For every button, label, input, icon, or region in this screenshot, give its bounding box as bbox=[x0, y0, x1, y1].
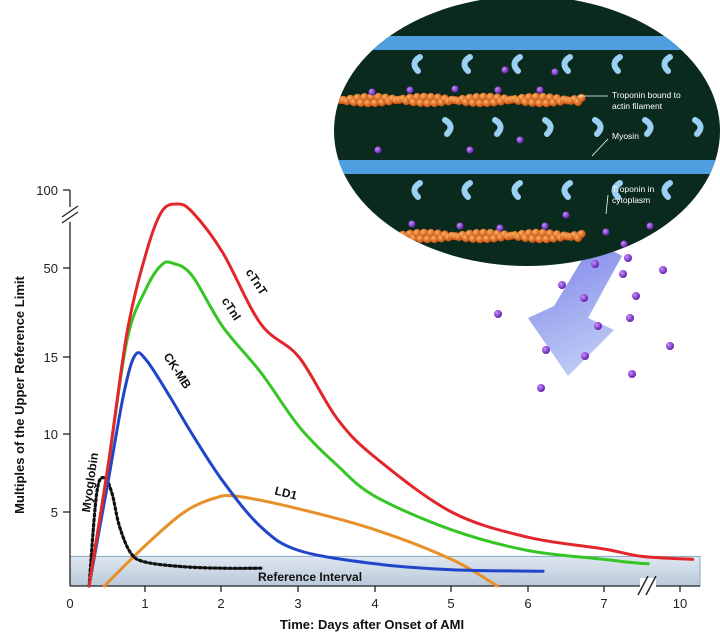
actin-bead bbox=[472, 229, 481, 238]
myosin-heads bbox=[411, 54, 704, 200]
y-tick-label-15: 15 bbox=[44, 350, 58, 365]
actin-bead bbox=[475, 235, 485, 244]
y-tick-label-50: 50 bbox=[44, 261, 58, 276]
actin-bead bbox=[531, 228, 541, 237]
label-myosin: Myosin bbox=[612, 131, 639, 141]
release-arrow bbox=[528, 240, 622, 376]
actin-bead bbox=[577, 93, 586, 103]
troponin-dots-inside bbox=[368, 66, 654, 248]
reference-interval-label: Reference Interval bbox=[258, 570, 362, 584]
actin-bead bbox=[482, 234, 492, 244]
actin-bead bbox=[391, 232, 401, 241]
actin-bead bbox=[388, 230, 397, 239]
actin-bead bbox=[384, 233, 394, 242]
actin-bead bbox=[363, 99, 373, 108]
x-tick-label-0: 0 bbox=[66, 596, 73, 611]
x-tick-label-1: 1 bbox=[141, 596, 148, 611]
series-line-ctnt bbox=[87, 202, 695, 588]
actin-bead bbox=[416, 234, 425, 243]
x-tick-label-7: 7 bbox=[600, 596, 607, 611]
actin-bead bbox=[528, 234, 537, 243]
actin-bead bbox=[475, 99, 485, 108]
x-tick-label-5: 5 bbox=[447, 596, 454, 611]
series-label-ld1: LD1 bbox=[273, 484, 299, 503]
y-tick-label-5: 5 bbox=[51, 505, 58, 520]
actin-bead bbox=[538, 228, 548, 237]
actin-bead bbox=[423, 235, 432, 244]
actin-bead bbox=[335, 231, 345, 241]
x-tick-label-10: 10 bbox=[673, 596, 687, 611]
actin-bead bbox=[360, 229, 369, 238]
actin-bead bbox=[349, 234, 359, 243]
actin-bead bbox=[381, 229, 390, 238]
actin-bead bbox=[482, 98, 492, 108]
actin-bead bbox=[370, 98, 380, 108]
reference-interval-band bbox=[69, 555, 701, 587]
y-tick-label-100: 100 bbox=[36, 183, 58, 198]
actin-bead bbox=[342, 233, 352, 242]
x-tick-label-4: 4 bbox=[371, 596, 378, 611]
actin-bead bbox=[538, 92, 548, 101]
series-label-ctni: cTnI bbox=[219, 295, 244, 323]
y-tick-label-10: 10 bbox=[44, 427, 58, 442]
label-troponin-bound: Troponin bound to bbox=[612, 90, 681, 100]
actin-bead bbox=[423, 99, 432, 108]
actin-bead bbox=[416, 98, 425, 107]
label-actin-filament: actin filament bbox=[612, 101, 663, 111]
actin-bead bbox=[353, 229, 362, 238]
actin-bead bbox=[577, 229, 586, 239]
x-axis-break bbox=[637, 575, 657, 596]
x-tick-label-2: 2 bbox=[217, 596, 224, 611]
series-label-ckmb: CK-MB bbox=[161, 350, 195, 391]
actin-bead bbox=[479, 228, 488, 237]
actin-bead bbox=[360, 93, 369, 102]
label-cytoplasm: cytoplasm bbox=[612, 195, 650, 205]
actin-bead bbox=[535, 99, 544, 108]
series-line-myoglobin bbox=[87, 475, 263, 588]
y-axis-title: Multiples of the Upper Reference Limit bbox=[12, 276, 27, 514]
troponin-dots-released bbox=[494, 254, 674, 392]
myofilament-inset: Troponin bound to actin filament Myosin … bbox=[334, 0, 720, 392]
actin-bead bbox=[374, 228, 383, 238]
series-label-myoglobin: Myoglobin bbox=[79, 452, 101, 513]
actin-bead bbox=[367, 228, 376, 237]
x-tick-label-6: 6 bbox=[524, 596, 531, 611]
actin-bead bbox=[346, 230, 355, 239]
actin-bead bbox=[363, 235, 373, 244]
y-axis bbox=[61, 189, 79, 586]
actin-bead bbox=[419, 228, 429, 237]
label-troponin-in: Troponin in bbox=[612, 184, 654, 194]
actin-bead bbox=[472, 93, 481, 102]
series-curves bbox=[87, 202, 695, 588]
actin-bead bbox=[479, 92, 488, 101]
actin-bead bbox=[377, 234, 387, 243]
actin-bead bbox=[419, 92, 429, 101]
x-tick-label-3: 3 bbox=[294, 596, 301, 611]
actin-bead bbox=[339, 231, 348, 241]
x-axis bbox=[70, 585, 700, 592]
actin-bead bbox=[426, 92, 436, 102]
series-label-ctnt: cTnT bbox=[243, 266, 271, 298]
actin-bead bbox=[535, 235, 544, 244]
series-line-ck-mb bbox=[87, 351, 545, 588]
actin-filament-upper bbox=[335, 92, 586, 108]
actin-bead bbox=[531, 92, 541, 101]
x-axis-title: Time: Days after Onset of AMI bbox=[280, 617, 464, 632]
actin-bead bbox=[356, 234, 366, 243]
actin-bead bbox=[528, 98, 537, 107]
actin-bead bbox=[370, 234, 380, 244]
actin-bead bbox=[426, 228, 436, 238]
series-line-ld1 bbox=[102, 493, 499, 588]
